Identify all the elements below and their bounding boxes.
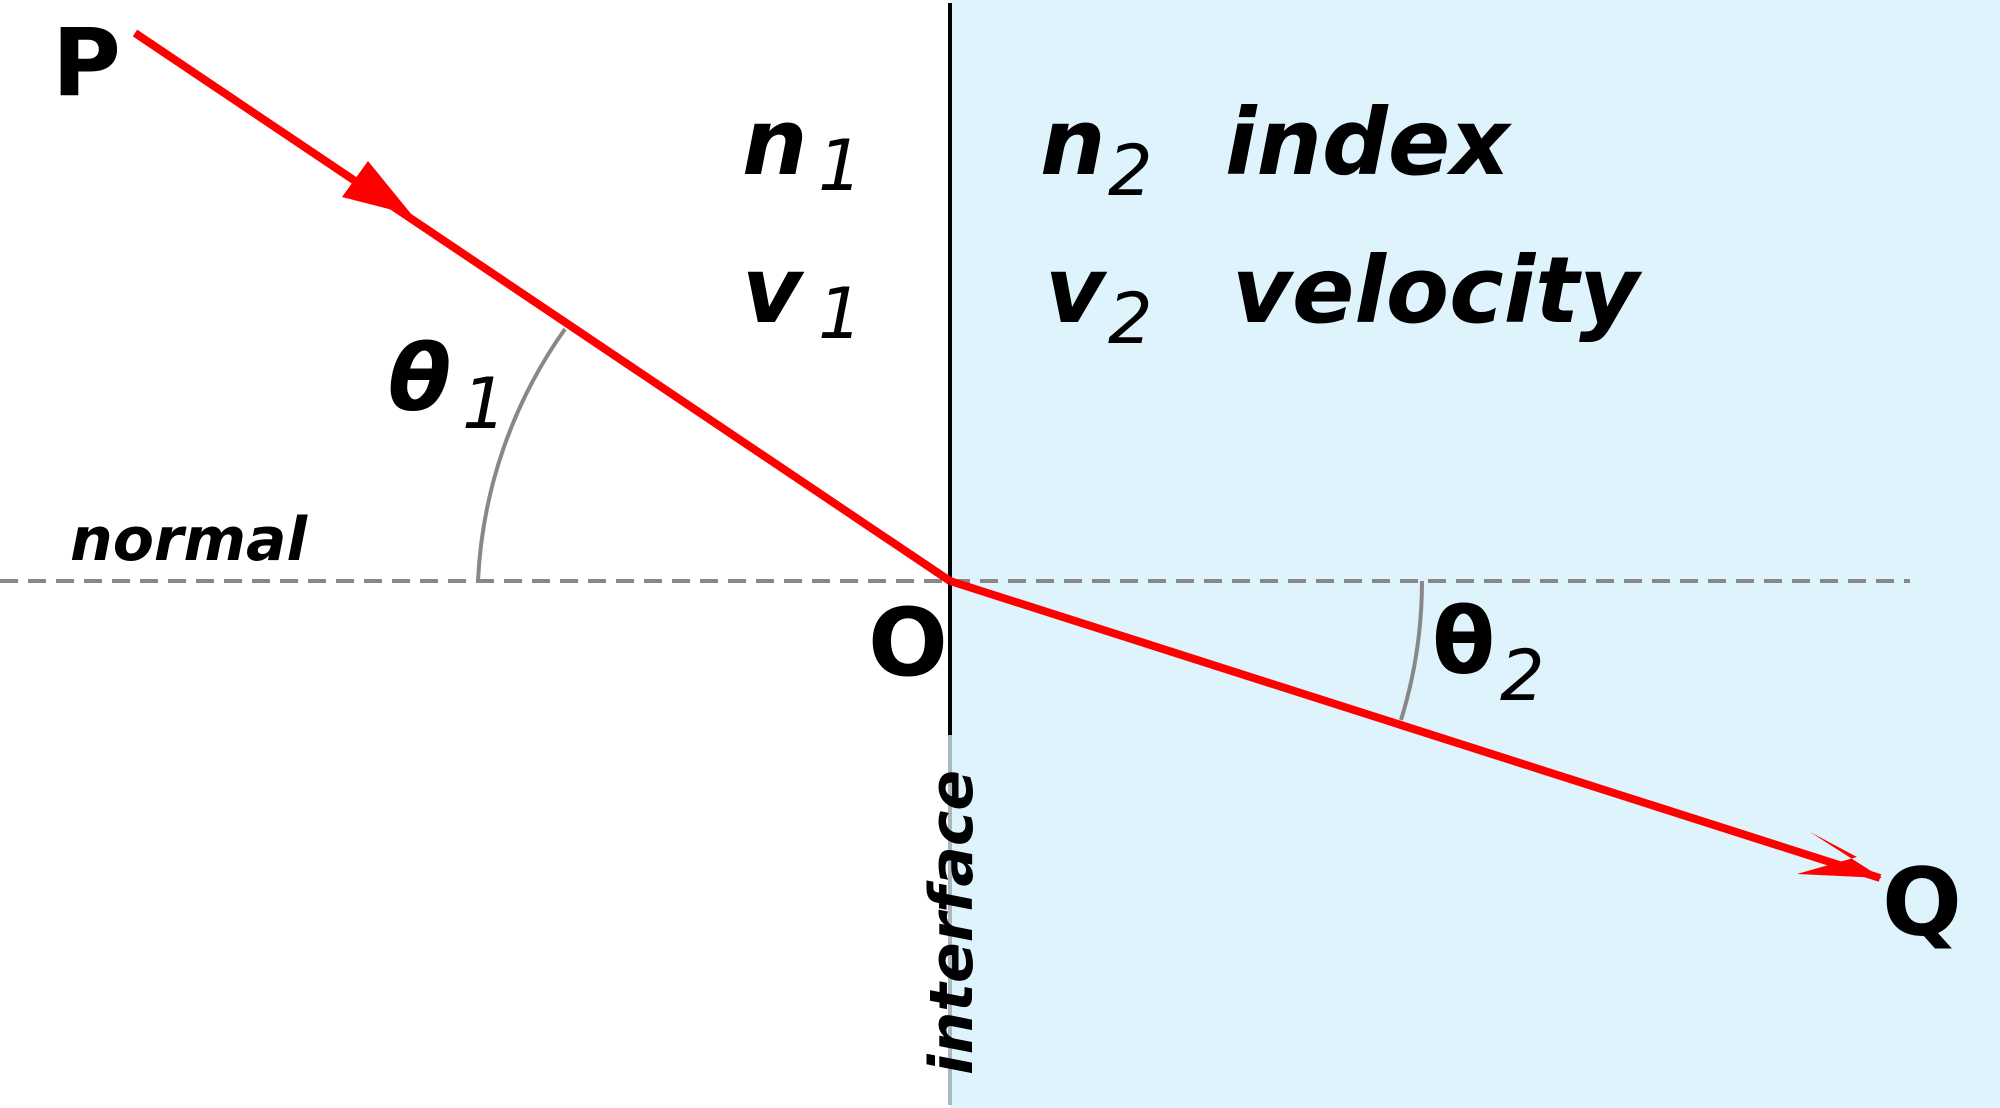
n2-subscript: 2 [1108,130,1153,212]
theta1-subscript: 1 [462,363,507,445]
theta2-subscript: 2 [1500,635,1545,717]
index-label: index [1225,89,1512,196]
n1-symbol: n [742,89,808,196]
v1-subscript: 1 [818,273,863,355]
n1-subscript: 1 [818,125,863,207]
theta1-arc [476,327,567,582]
velocity-label: velocity [1232,237,1643,344]
interface-label: interface [917,770,987,1075]
v2-symbol: v [1045,237,1108,344]
point-p-label: P [52,9,121,118]
n2-symbol: n [1040,89,1106,196]
refracted-ray [948,577,1882,882]
v2-subscript: 2 [1108,278,1153,360]
medium2-region [950,0,2000,1108]
incident-ray [132,29,953,585]
refracted-ray-arrowhead [1797,832,1882,878]
theta2-symbol: θ [1432,588,1495,695]
incident-ray-arrowhead-body [366,164,412,215]
theta1-symbol: θ [388,325,451,432]
point-o-label: O [868,589,948,698]
v1-symbol: v [742,237,805,344]
point-q-label: Q [1882,849,1962,958]
theta2-arc [1399,580,1424,721]
normal-label: normal [70,505,309,575]
